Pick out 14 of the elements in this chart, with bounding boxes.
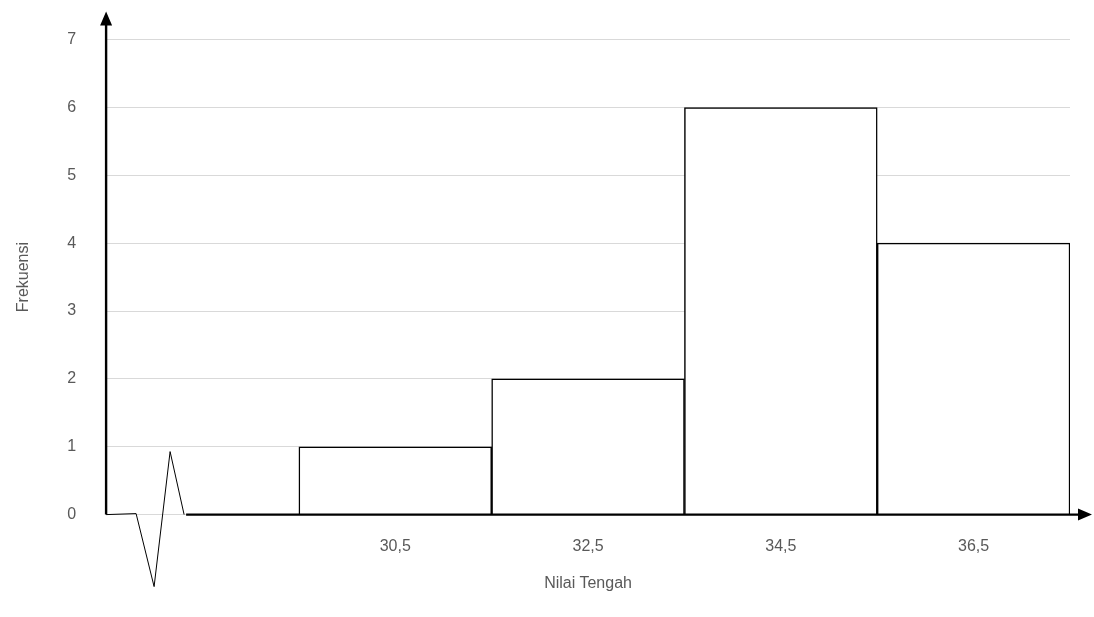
y-tick-label: 1 — [67, 437, 77, 455]
y-tick-label: 7 — [67, 30, 77, 48]
y-axis-title: Frekuensi — [14, 241, 32, 313]
x-axis-title: Nilai Tengah — [544, 573, 632, 591]
y-tick-label: 0 — [67, 505, 77, 523]
x-tick-label: 30,5 — [379, 536, 411, 554]
y-tick-label: 6 — [67, 97, 77, 115]
x-tick-label: 32,5 — [572, 536, 604, 554]
y-tick-label: 3 — [67, 301, 77, 319]
y-tick-label: 5 — [67, 165, 77, 183]
y-tick-label: 2 — [67, 369, 77, 387]
x-tick-label: 36,5 — [958, 536, 990, 554]
y-tick-label: 4 — [67, 233, 77, 251]
x-tick-label: 34,5 — [765, 536, 797, 554]
